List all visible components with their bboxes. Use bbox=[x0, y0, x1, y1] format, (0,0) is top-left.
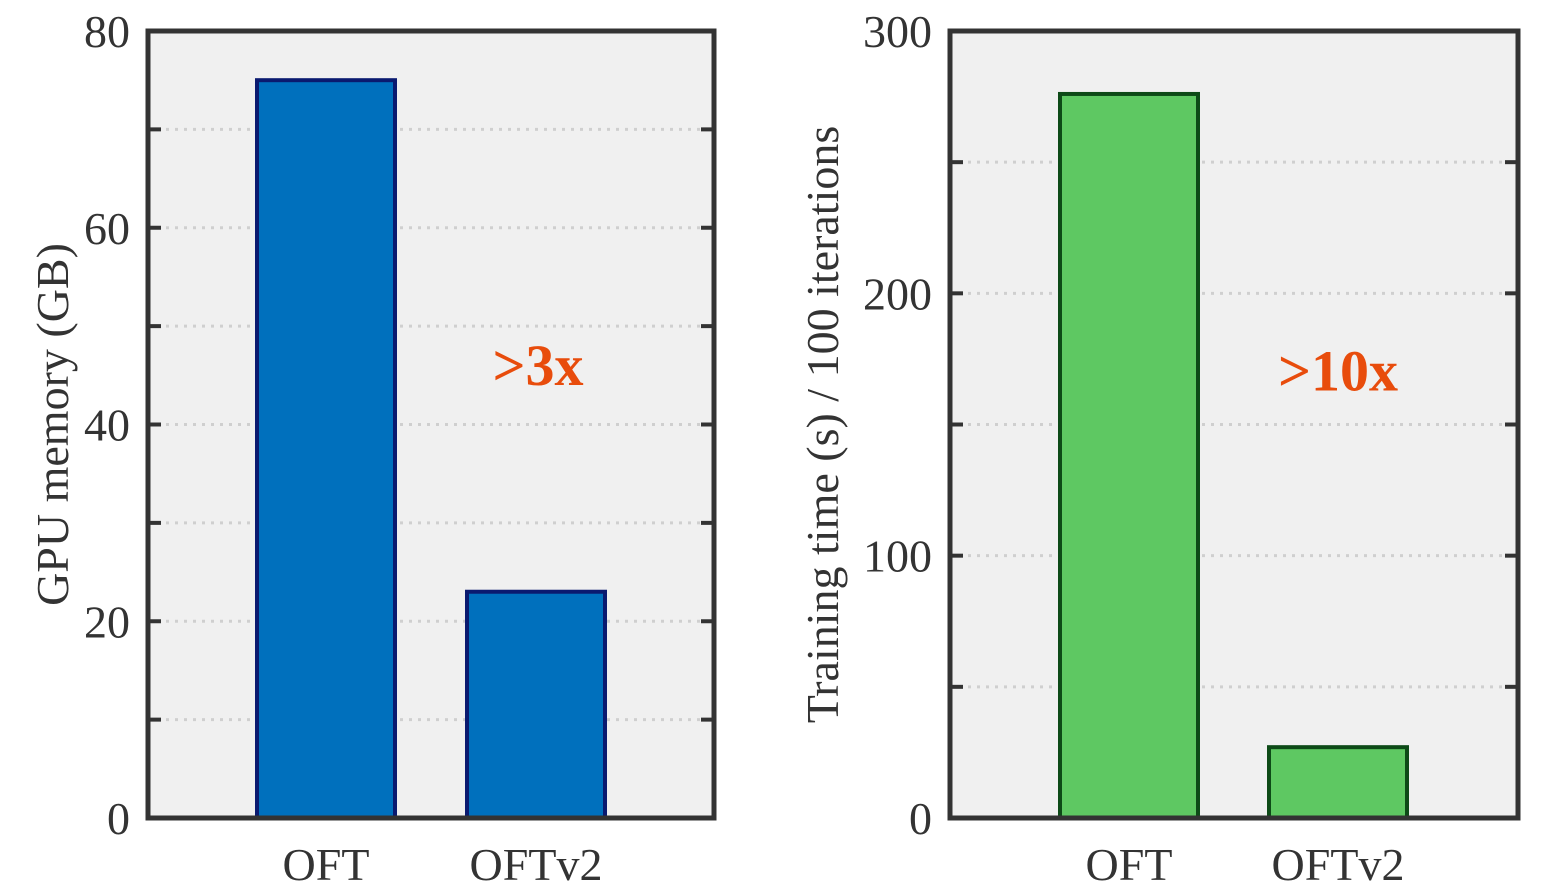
y-tick-label: 40 bbox=[84, 400, 130, 451]
x-tick-label: OFTv2 bbox=[470, 839, 603, 890]
bar-oftv2 bbox=[1267, 745, 1409, 820]
axes-frame bbox=[947, 28, 1521, 821]
y-tick-label: 60 bbox=[84, 203, 130, 254]
speedup-annotation: >3x bbox=[492, 333, 583, 398]
y-axis-label: GPU memory (GB) bbox=[27, 243, 78, 606]
y-tick-label: 0 bbox=[909, 793, 932, 844]
y-tick-label: 0 bbox=[107, 793, 130, 844]
speedup-annotation: >10x bbox=[1278, 338, 1398, 403]
bar-oft bbox=[255, 78, 397, 820]
axes-frame bbox=[145, 28, 717, 821]
x-tick-label: OFT bbox=[283, 839, 370, 890]
x-tick-label: OFTv2 bbox=[1272, 839, 1405, 890]
chart-panel-1: 0 20 40 60 80 OFT OFTv2 GPU memory (GB) >3x bbox=[27, 6, 717, 890]
plot-background bbox=[148, 31, 714, 818]
y-tick-label: 200 bbox=[863, 268, 932, 319]
y-tick-label: 100 bbox=[863, 531, 932, 582]
bar-oftv2 bbox=[465, 589, 607, 820]
chart-panel-2: 0 100 200 300 OFT OFTv2 Training time (s) / 10… bbox=[797, 6, 1521, 890]
bar-oft bbox=[1058, 91, 1200, 820]
x-tick-label: OFT bbox=[1086, 839, 1173, 890]
y-tick-label: 300 bbox=[863, 6, 932, 57]
plot-background bbox=[950, 31, 1518, 818]
y-tick-label: 20 bbox=[84, 596, 130, 647]
y-tick-label: 80 bbox=[84, 6, 130, 57]
y-axis-label: Training time (s) / 100 iterations bbox=[797, 126, 848, 724]
